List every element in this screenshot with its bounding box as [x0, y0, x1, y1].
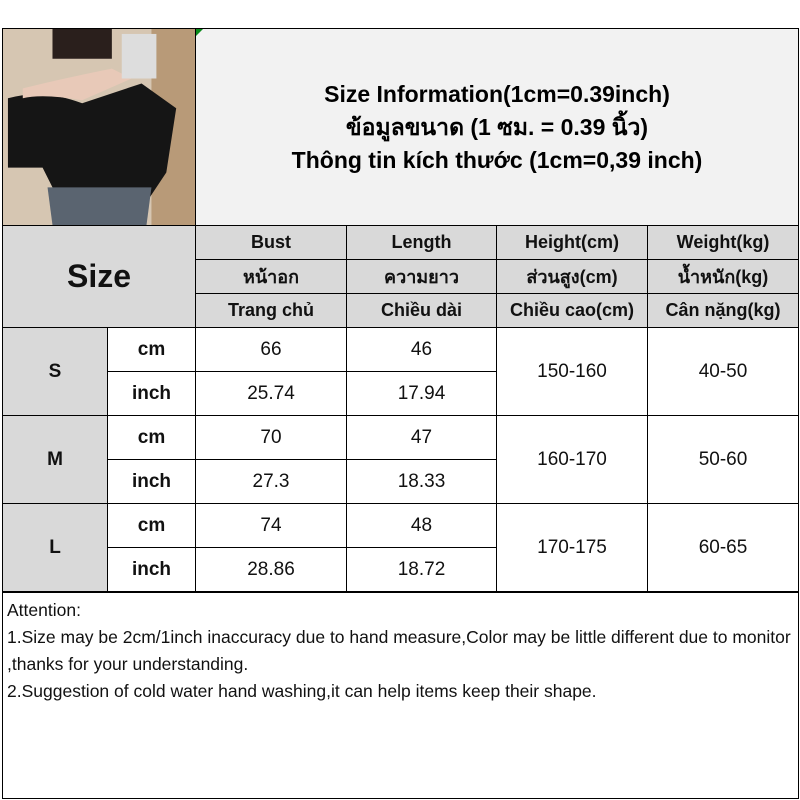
attention-note-2: 2.Suggestion of cold water hand washing,… — [7, 681, 597, 701]
height-range: 170-175 — [496, 503, 648, 592]
height-range: 150-160 — [496, 327, 648, 416]
length-inch: 18.33 — [346, 459, 497, 504]
header-height-th: ส่วนสูง(cm) — [496, 259, 648, 294]
title-thai: ข้อมูลขนาด (1 ซม. = 0.39 นิ้ว) — [345, 113, 649, 140]
header-bust-th: หน้าอก — [195, 259, 347, 294]
bust-inch: 25.74 — [195, 371, 347, 416]
header-weight-vi: Cân nặng(kg) — [647, 293, 799, 328]
bust-cm: 74 — [195, 503, 347, 548]
table-row: inch 27.3 18.33 — [3, 459, 799, 504]
unit-inch: inch — [107, 371, 196, 416]
unit-inch: inch — [107, 459, 196, 504]
header-length-th: ความยาว — [346, 259, 497, 294]
header-length-vi: Chiều dài — [346, 293, 497, 328]
length-cm: 48 — [346, 503, 497, 548]
bust-inch: 27.3 — [195, 459, 347, 504]
header-bust-vi: Trang chủ — [195, 293, 347, 328]
size-s: S — [2, 327, 108, 416]
height-range: 160-170 — [496, 415, 648, 504]
weight-range: 40-50 — [647, 327, 799, 416]
unit-cm: cm — [107, 415, 196, 460]
attention-note-1: 1.Size may be 2cm/1inch inaccuracy due t… — [7, 627, 791, 674]
header-height: Height(cm) — [496, 225, 648, 260]
table-row: inch 25.74 17.94 — [3, 371, 799, 416]
length-inch: 18.72 — [346, 547, 497, 592]
size-m: M — [2, 415, 108, 504]
length-inch: 17.94 — [346, 371, 497, 416]
table-row: inch 28.86 18.72 — [3, 547, 799, 592]
attention-notes: Attention: 1.Size may be 2cm/1inch inacc… — [2, 592, 799, 799]
size-l: L — [2, 503, 108, 592]
length-cm: 46 — [346, 327, 497, 372]
header-length: Length — [346, 225, 497, 260]
weight-range: 60-65 — [647, 503, 799, 592]
unit-cm: cm — [107, 503, 196, 548]
product-photo — [2, 28, 196, 226]
unit-cm: cm — [107, 327, 196, 372]
header-bust: Bust — [195, 225, 347, 260]
bust-inch: 28.86 — [195, 547, 347, 592]
length-cm: 47 — [346, 415, 497, 460]
table-row: L cm 74 48 170-175 60-65 — [2, 503, 799, 592]
title-vietnamese: Thông tin kích thước (1cm=0,39 inch) — [291, 146, 703, 173]
header-weight-th: น้ำหนัก(kg) — [647, 259, 799, 294]
header-height-vi: Chiều cao(cm) — [496, 293, 648, 328]
size-information-title: Size Information(1cm=0.39inch) ข้อมูลขนา… — [195, 28, 799, 226]
size-table: Size Bust Length Height(cm) Weight(kg) ห… — [2, 225, 799, 592]
header-weight: Weight(kg) — [647, 225, 799, 260]
weight-range: 50-60 — [647, 415, 799, 504]
bust-cm: 66 — [195, 327, 347, 372]
title-english: Size Information(1cm=0.39inch) — [324, 80, 670, 107]
table-row: S cm 66 46 150-160 40-50 — [2, 327, 799, 416]
size-header: Size — [2, 225, 196, 328]
cell-comment-marker — [196, 29, 203, 36]
unit-inch: inch — [107, 547, 196, 592]
table-row: M cm 70 47 160-170 50-60 — [2, 415, 799, 504]
attention-heading: Attention: — [7, 600, 81, 620]
bust-cm: 70 — [195, 415, 347, 460]
